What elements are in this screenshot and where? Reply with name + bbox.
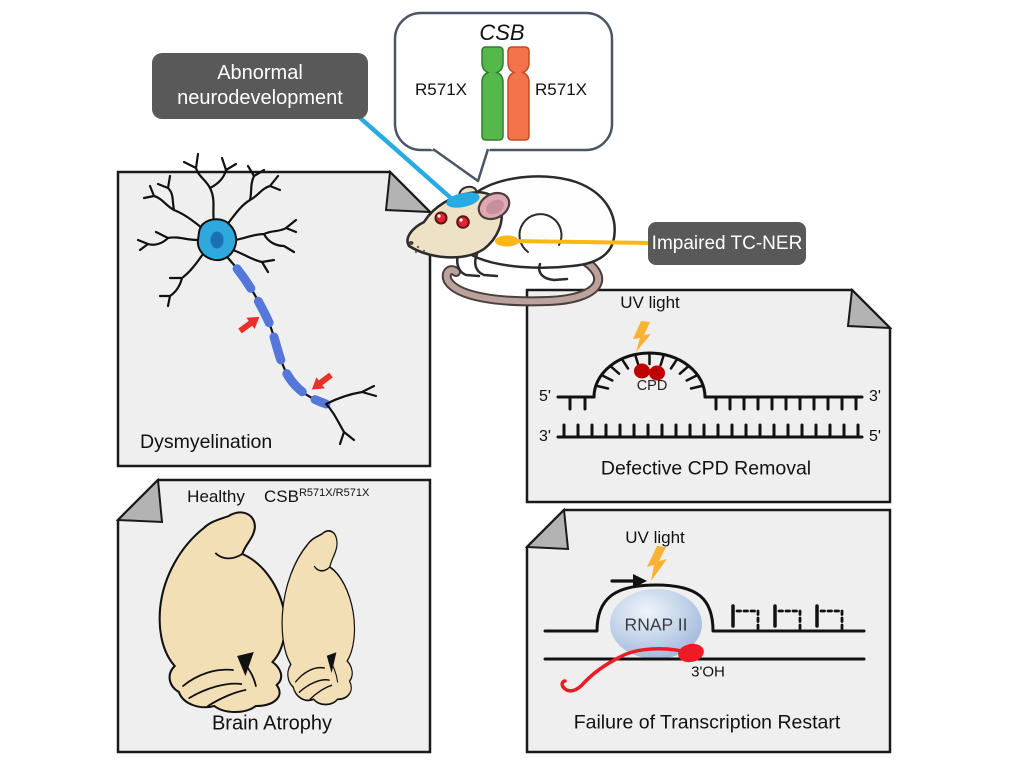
template-strand — [543, 583, 866, 633]
uv-light-label-restart: UV light — [625, 528, 685, 547]
rna-3oh-label: 3'OH — [691, 663, 725, 681]
neuron-illustration — [136, 152, 378, 446]
genotype-label: CSBR571X/R571X — [264, 487, 369, 507]
allele-left-label: R571X — [415, 80, 467, 99]
cpd-lesion — [634, 363, 665, 381]
axon-terminals — [324, 384, 378, 446]
rna-3oh-end — [678, 643, 704, 663]
transcription-illustration — [543, 546, 866, 693]
dysmyelination-caption: Dysmyelination — [140, 431, 273, 453]
mouse-back-ear — [477, 191, 511, 221]
bottom-strand-ticks — [562, 423, 860, 439]
mouse-eyes — [434, 211, 470, 229]
transcription-restart-caption: Failure of Transcription Restart — [573, 711, 841, 734]
genotype-base: CSB — [264, 487, 299, 506]
dendrites — [136, 152, 298, 308]
red-arrow-icon — [238, 316, 260, 334]
folded-corner-icon — [384, 169, 433, 214]
top-strand-ticks — [568, 395, 858, 411]
mouse-illustration — [406, 175, 616, 307]
gene-name-label: CSB — [479, 20, 525, 45]
uv-bolt-icon — [633, 321, 651, 352]
folded-corner-icon — [524, 507, 570, 551]
brain-atrophy-caption: Brain Atrophy — [211, 712, 333, 735]
genotype-superscript: R571X/R571X — [298, 487, 370, 499]
top-strand-5prime: 5' — [539, 388, 551, 405]
callout-label: Impaired TC-NER — [651, 232, 803, 254]
tcner-marker — [495, 235, 519, 247]
dna-cpd-illustration — [556, 321, 864, 439]
mouse-snout — [408, 241, 426, 254]
rnap-ii-enzyme — [610, 589, 702, 659]
red-arrow-icon — [311, 372, 333, 390]
tcner-callout-line — [504, 239, 652, 245]
neuro-callout-line — [355, 113, 455, 202]
uv-bolt-icon — [647, 546, 667, 581]
panel-dysmyelination — [116, 169, 433, 468]
chromosome-green — [481, 46, 504, 141]
gene-speech-bubble — [393, 11, 614, 185]
panel-transcription-restart — [524, 507, 892, 754]
stalled-site-marks — [731, 604, 844, 631]
cpd-label: CPD — [636, 378, 668, 394]
allele-right-label: R571X — [535, 80, 587, 99]
folded-corner-icon — [846, 287, 893, 330]
rnap-ii-label: RNAP II — [624, 614, 688, 635]
callout-line-1: Abnormal — [217, 62, 303, 84]
bottom-strand-5prime: 5' — [869, 428, 881, 445]
myelin-segments — [223, 253, 331, 409]
impaired-tcner-callout: Impaired TC-NER — [648, 222, 806, 265]
neuron-nucleus — [210, 231, 224, 249]
callout-line-2: neurodevelopment — [177, 87, 343, 109]
top-strand-3prime: 3' — [869, 388, 881, 405]
abnormal-neurodevelopment-callout: Abnormal neurodevelopment — [152, 53, 368, 119]
folded-corner-icon — [115, 477, 164, 524]
nascent-rna — [560, 647, 692, 693]
uv-light-label-cpd: UV light — [620, 293, 680, 312]
bottom-strand-3prime: 3' — [539, 428, 551, 445]
cpd-removal-caption: Defective CPD Removal — [600, 457, 812, 480]
chromosome-orange — [507, 46, 530, 141]
healthy-label: Healthy — [187, 487, 245, 506]
arch-ticks — [594, 351, 705, 390]
direction-arrow-icon — [610, 574, 647, 588]
neuro-marker — [446, 192, 480, 208]
